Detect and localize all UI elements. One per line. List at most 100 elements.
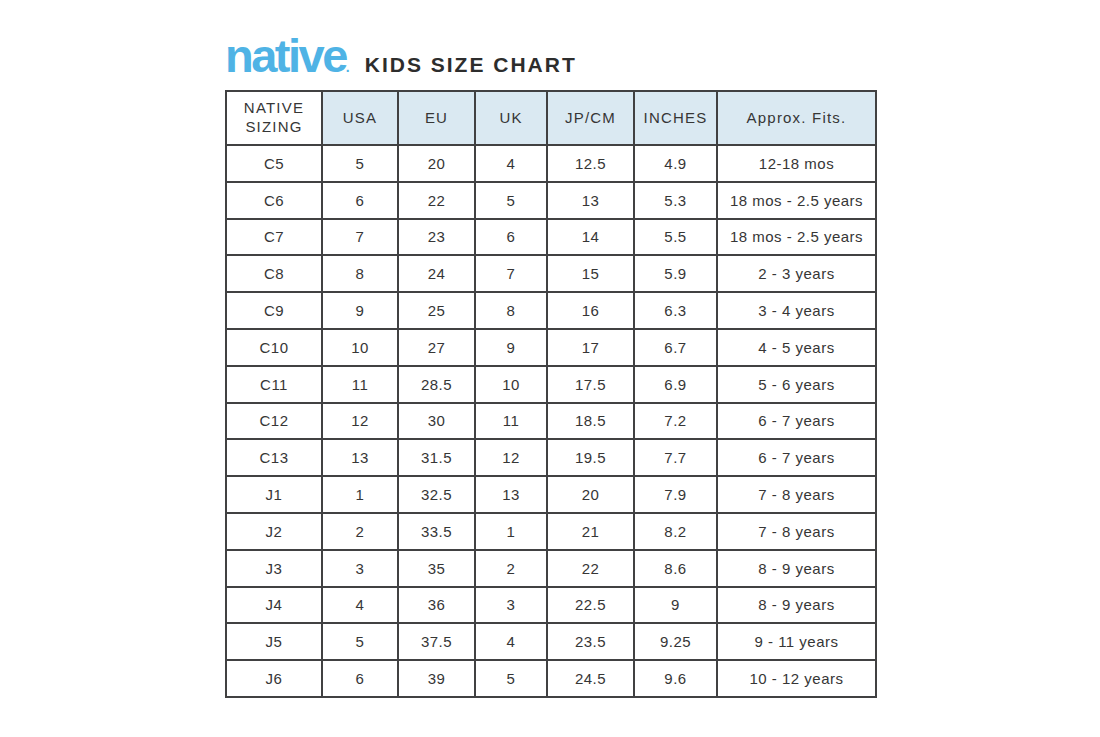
- cell-jp-cm: 12.5: [547, 145, 634, 182]
- cell-approx-fits: 18 mos - 2.5 years: [717, 182, 876, 219]
- cell-eu: 20: [398, 145, 475, 182]
- cell-inches: 7.9: [634, 476, 717, 513]
- cell-approx-fits: 9 - 11 years: [717, 623, 876, 660]
- cell-native-sizing: C13: [226, 439, 322, 476]
- cell-native-sizing: J2: [226, 513, 322, 550]
- header-usa: USA: [322, 91, 398, 145]
- cell-inches: 6.7: [634, 329, 717, 366]
- cell-eu: 22: [398, 182, 475, 219]
- cell-eu: 30: [398, 403, 475, 440]
- cell-usa: 6: [322, 660, 398, 697]
- header-jp-cm: JP/CM: [547, 91, 634, 145]
- cell-usa: 11: [322, 366, 398, 403]
- table-row: C88247155.92 - 3 years: [226, 255, 876, 292]
- header-approx-fits: Approx. Fits.: [717, 91, 876, 145]
- table-row: C1212301118.57.26 - 7 years: [226, 403, 876, 440]
- cell-eu: 39: [398, 660, 475, 697]
- page-header: native. KIDS SIZE CHART: [225, 0, 875, 90]
- cell-eu: 31.5: [398, 439, 475, 476]
- cell-uk: 11: [475, 403, 547, 440]
- cell-usa: 4: [322, 587, 398, 624]
- cell-jp-cm: 22: [547, 550, 634, 587]
- cell-uk: 3: [475, 587, 547, 624]
- cell-uk: 9: [475, 329, 547, 366]
- table-row: C77236145.518 mos - 2.5 years: [226, 219, 876, 256]
- cell-usa: 1: [322, 476, 398, 513]
- cell-jp-cm: 19.5: [547, 439, 634, 476]
- cell-uk: 8: [475, 292, 547, 329]
- header-native-sizing: NATIVE SIZING: [226, 91, 322, 145]
- cell-inches: 9.25: [634, 623, 717, 660]
- native-logo: native.: [225, 32, 350, 79]
- cell-jp-cm: 21: [547, 513, 634, 550]
- logo-trademark-dot: .: [346, 59, 350, 75]
- cell-approx-fits: 8 - 9 years: [717, 550, 876, 587]
- cell-native-sizing: C12: [226, 403, 322, 440]
- cell-eu: 27: [398, 329, 475, 366]
- cell-native-sizing: J6: [226, 660, 322, 697]
- table-row: J4436322.598 - 9 years: [226, 587, 876, 624]
- cell-eu: 32.5: [398, 476, 475, 513]
- cell-inches: 6.9: [634, 366, 717, 403]
- cell-native-sizing: J1: [226, 476, 322, 513]
- cell-native-sizing: J3: [226, 550, 322, 587]
- cell-approx-fits: 12-18 mos: [717, 145, 876, 182]
- cell-eu: 35: [398, 550, 475, 587]
- table-row: J2233.51218.27 - 8 years: [226, 513, 876, 550]
- cell-eu: 36: [398, 587, 475, 624]
- cell-eu: 24: [398, 255, 475, 292]
- header-uk: UK: [475, 91, 547, 145]
- cell-inches: 7.2: [634, 403, 717, 440]
- cell-usa: 5: [322, 623, 398, 660]
- cell-native-sizing: J4: [226, 587, 322, 624]
- table-row: J5537.5423.59.259 - 11 years: [226, 623, 876, 660]
- header-inches: INCHES: [634, 91, 717, 145]
- cell-approx-fits: 2 - 3 years: [717, 255, 876, 292]
- cell-native-sizing: C9: [226, 292, 322, 329]
- cell-approx-fits: 8 - 9 years: [717, 587, 876, 624]
- cell-inches: 5.3: [634, 182, 717, 219]
- cell-inches: 9.6: [634, 660, 717, 697]
- size-table-body: C5520412.54.912-18 mosC66225135.318 mos …: [226, 145, 876, 697]
- cell-approx-fits: 10 - 12 years: [717, 660, 876, 697]
- table-row: C111128.51017.56.95 - 6 years: [226, 366, 876, 403]
- size-chart-page: native. KIDS SIZE CHART NATIVE SIZING US…: [225, 0, 875, 698]
- cell-jp-cm: 22.5: [547, 587, 634, 624]
- cell-jp-cm: 13: [547, 182, 634, 219]
- cell-jp-cm: 15: [547, 255, 634, 292]
- cell-usa: 6: [322, 182, 398, 219]
- cell-inches: 5.5: [634, 219, 717, 256]
- cell-uk: 4: [475, 145, 547, 182]
- cell-usa: 7: [322, 219, 398, 256]
- cell-usa: 13: [322, 439, 398, 476]
- cell-usa: 9: [322, 292, 398, 329]
- native-logo-text: native: [225, 29, 346, 82]
- cell-jp-cm: 24.5: [547, 660, 634, 697]
- cell-jp-cm: 17.5: [547, 366, 634, 403]
- table-row: J6639524.59.610 - 12 years: [226, 660, 876, 697]
- header-eu: EU: [398, 91, 475, 145]
- table-row: C1010279176.74 - 5 years: [226, 329, 876, 366]
- cell-usa: 8: [322, 255, 398, 292]
- cell-inches: 8.2: [634, 513, 717, 550]
- cell-usa: 3: [322, 550, 398, 587]
- cell-native-sizing: C5: [226, 145, 322, 182]
- table-row: C131331.51219.57.76 - 7 years: [226, 439, 876, 476]
- cell-uk: 12: [475, 439, 547, 476]
- cell-approx-fits: 7 - 8 years: [717, 476, 876, 513]
- cell-uk: 5: [475, 660, 547, 697]
- page-title: KIDS SIZE CHART: [365, 54, 577, 75]
- cell-approx-fits: 18 mos - 2.5 years: [717, 219, 876, 256]
- cell-uk: 4: [475, 623, 547, 660]
- table-row: J33352228.68 - 9 years: [226, 550, 876, 587]
- cell-approx-fits: 6 - 7 years: [717, 403, 876, 440]
- cell-native-sizing: C8: [226, 255, 322, 292]
- cell-inches: 8.6: [634, 550, 717, 587]
- cell-uk: 1: [475, 513, 547, 550]
- cell-inches: 5.9: [634, 255, 717, 292]
- kids-size-table: NATIVE SIZING USA EU UK JP/CM INCHES App…: [225, 90, 877, 698]
- cell-jp-cm: 18.5: [547, 403, 634, 440]
- table-row: J1132.513207.97 - 8 years: [226, 476, 876, 513]
- table-row: C66225135.318 mos - 2.5 years: [226, 182, 876, 219]
- cell-jp-cm: 17: [547, 329, 634, 366]
